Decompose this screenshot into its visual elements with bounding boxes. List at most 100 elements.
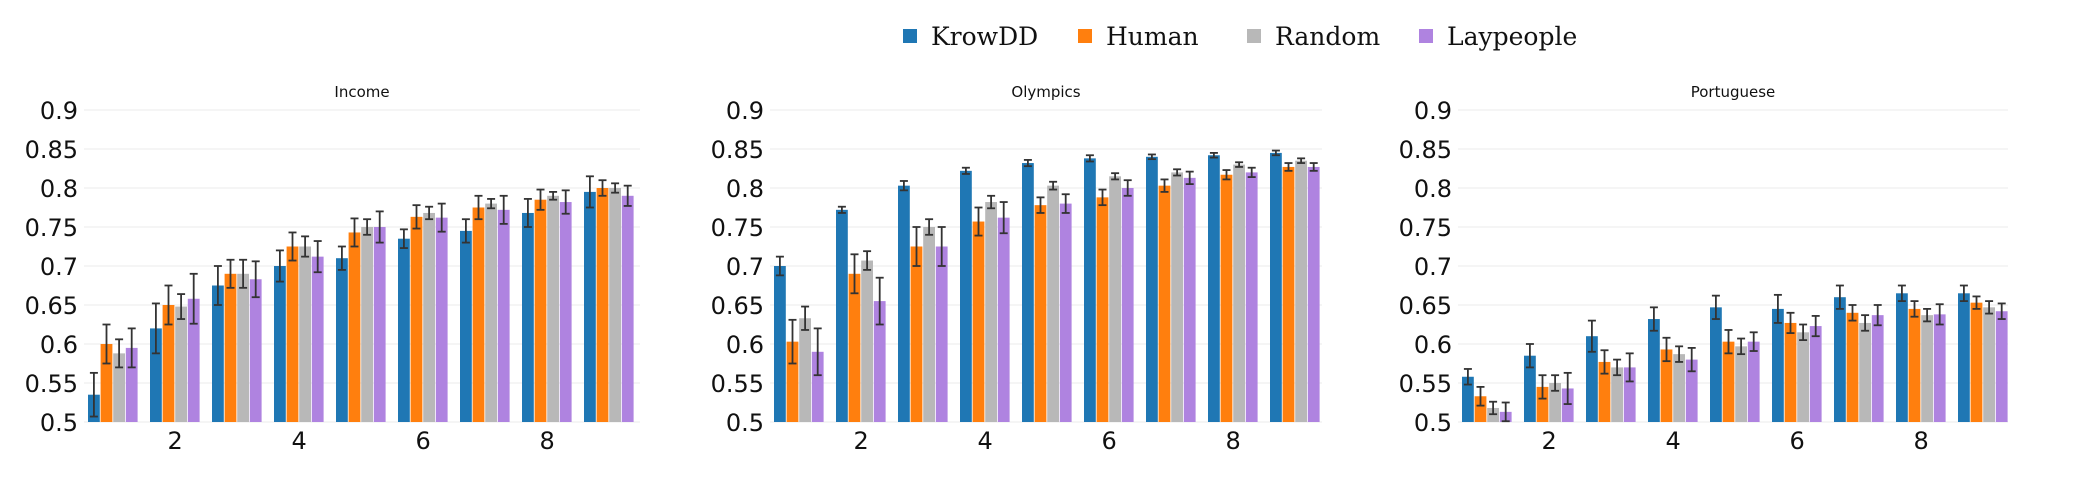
bar-krowdd: [522, 212, 534, 422]
bar-laypeople: [1871, 315, 1884, 422]
bar-human: [1722, 341, 1735, 422]
bar-laypeople: [435, 217, 448, 422]
bar-krowdd: [1710, 307, 1722, 422]
bar-laypeople: [125, 347, 138, 422]
bar-random: [237, 273, 249, 422]
y-tick-label: 0.65: [25, 292, 78, 320]
bar-human: [1282, 166, 1295, 422]
bar-laypeople: [1307, 166, 1320, 422]
bar-random: [1047, 185, 1059, 422]
bar-laypeople: [311, 256, 324, 422]
bar-krowdd: [836, 209, 848, 422]
bar-laypeople: [1561, 388, 1574, 422]
bar-laypeople: [811, 351, 824, 422]
bar-random: [547, 195, 559, 422]
bar-laypeople: [1059, 203, 1072, 422]
legend-label-random: Random: [1275, 21, 1381, 51]
legend-label-krowdd: KrowDD: [931, 21, 1039, 51]
bar-human: [1908, 308, 1921, 422]
x-tick-label: 8: [540, 427, 555, 455]
y-tick-label: 0.6: [40, 331, 78, 359]
bar-random: [1983, 307, 1995, 422]
bar-random: [1859, 322, 1871, 422]
bar-human: [472, 207, 485, 422]
legend-item-laypeople: Laypeople: [1419, 18, 1577, 54]
y-tick-label: 0.6: [726, 331, 764, 359]
x-tick-label: 6: [1790, 427, 1805, 455]
bar-krowdd: [1958, 293, 1970, 422]
bar-laypeople: [1623, 367, 1636, 422]
bar-random: [861, 260, 873, 422]
bar-laypeople: [997, 217, 1010, 422]
bar-human: [786, 341, 799, 422]
y-tick-label: 0.85: [25, 136, 78, 164]
bar-human: [1784, 322, 1797, 422]
y-tick-label: 0.9: [40, 97, 78, 125]
bar-human: [1660, 349, 1673, 422]
bar-laypeople: [559, 202, 572, 422]
y-tick-label: 0.55: [25, 370, 78, 398]
bar-laypeople: [1995, 311, 2008, 422]
legend-item-krowdd: KrowDD: [903, 18, 1038, 54]
chart-title: Portuguese: [1691, 83, 1776, 101]
y-tick-label: 0.7: [40, 253, 78, 281]
y-tick-label: 0.8: [1414, 175, 1452, 203]
bar-human: [286, 246, 299, 422]
bar-random: [423, 212, 435, 422]
bar-random: [1171, 172, 1183, 422]
bar-krowdd: [1772, 308, 1784, 422]
bar-human: [972, 221, 985, 422]
bar-random: [1549, 383, 1561, 422]
x-tick-label: 4: [1666, 427, 1681, 455]
bar-random: [113, 353, 125, 422]
bar-krowdd: [1586, 336, 1598, 422]
bar-random: [1797, 332, 1809, 422]
bar-random: [799, 318, 811, 422]
bar-laypeople: [935, 246, 948, 422]
legend-label-human: Human: [1106, 21, 1199, 51]
x-tick-label: 2: [168, 427, 183, 455]
bar-human: [596, 188, 609, 422]
bar-krowdd: [150, 328, 162, 422]
y-tick-label: 0.75: [1399, 214, 1452, 242]
y-tick-label: 0.75: [711, 214, 764, 242]
bar-laypeople: [1183, 177, 1196, 422]
bar-random: [1735, 346, 1747, 422]
chart-title: Olympics: [1011, 83, 1080, 101]
y-tick-label: 0.5: [726, 409, 764, 437]
x-tick-label: 6: [1102, 427, 1117, 455]
bar-random: [1295, 160, 1307, 422]
x-tick-label: 2: [854, 427, 869, 455]
bar-random: [609, 188, 621, 422]
bar-random: [175, 306, 187, 422]
bar-laypeople: [1121, 188, 1134, 422]
bar-random: [485, 203, 497, 422]
chart-legend: KrowDD Human Random Laypeople: [0, 18, 2084, 54]
bar-human: [1846, 312, 1859, 422]
legend-swatch-human: [1078, 29, 1092, 43]
bar-human: [162, 305, 175, 422]
bar-random: [361, 227, 373, 422]
bar-random: [923, 227, 935, 422]
bar-laypeople: [1747, 341, 1760, 422]
bar-krowdd: [1146, 156, 1158, 423]
bar-human: [1096, 197, 1109, 422]
bar-human: [910, 246, 923, 422]
bar-krowdd: [960, 170, 972, 422]
bar-human: [848, 273, 861, 422]
legend-label-laypeople: Laypeople: [1447, 21, 1578, 51]
bar-human: [348, 232, 361, 422]
legend-swatch-laypeople: [1419, 29, 1433, 43]
bar-krowdd: [1462, 376, 1474, 422]
y-tick-label: 0.85: [1399, 136, 1452, 164]
x-tick-label: 8: [1914, 427, 1929, 455]
bar-laypeople: [373, 227, 386, 422]
bar-krowdd: [1648, 319, 1660, 422]
bar-random: [1921, 315, 1933, 422]
bar-random: [299, 246, 311, 422]
bar-krowdd: [336, 258, 348, 422]
legend-swatch-krowdd: [903, 29, 917, 43]
chart-panel-olympics: Olympics 0.5 0.55 0.6 0.65 0.7 0.75 0.8 0.85 0.9 2…: [711, 83, 1322, 455]
legend-item-human: Human: [1078, 18, 1199, 54]
